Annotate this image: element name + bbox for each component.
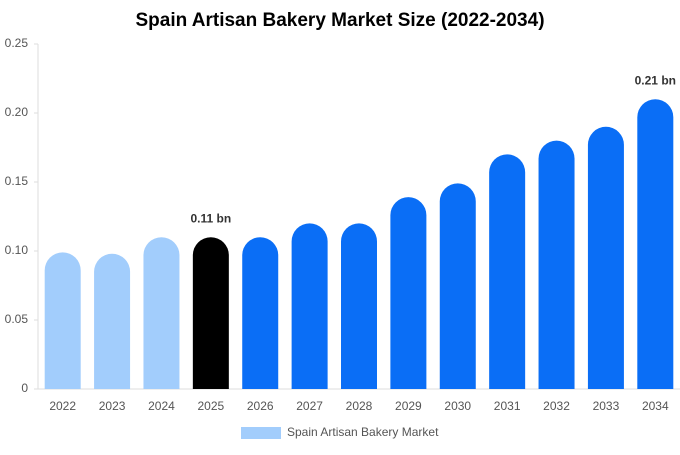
x-tick-label: 2029 xyxy=(395,399,422,413)
bar xyxy=(637,99,674,389)
bar xyxy=(44,252,81,389)
x-tick-label: 2023 xyxy=(99,399,126,413)
x-tick-label: 2033 xyxy=(593,399,620,413)
bar xyxy=(538,140,575,389)
bar xyxy=(143,237,180,389)
bar xyxy=(192,237,229,389)
x-tick-label: 2022 xyxy=(49,399,76,413)
y-tick-label: 0.25 xyxy=(5,36,29,50)
bar xyxy=(291,223,328,389)
y-tick-label: 0.15 xyxy=(5,174,29,188)
data-label: 0.11 bn xyxy=(191,211,232,225)
x-tick-label: 2027 xyxy=(296,399,323,413)
bar xyxy=(587,126,624,389)
x-tick-label: 2032 xyxy=(543,399,570,413)
y-tick-label: 0.10 xyxy=(5,243,29,257)
y-tick-label: 0.05 xyxy=(5,312,29,326)
bar xyxy=(94,253,131,389)
x-tick-label: 2034 xyxy=(642,399,669,413)
bar xyxy=(439,183,476,389)
x-tick-label: 2026 xyxy=(247,399,274,413)
x-tick-label: 2025 xyxy=(197,399,224,413)
y-tick-label: 0 xyxy=(21,381,28,395)
bar xyxy=(341,223,377,389)
x-tick-label: 2024 xyxy=(148,399,175,413)
chart-title: Spain Artisan Bakery Market Size (2022-2… xyxy=(135,10,544,31)
bar xyxy=(390,197,427,389)
legend-swatch xyxy=(241,427,281,439)
legend-label: Spain Artisan Bakery Market xyxy=(287,425,439,439)
y-tick-label: 0.20 xyxy=(5,105,29,119)
x-tick-label: 2030 xyxy=(444,399,471,413)
bar xyxy=(242,237,279,389)
x-tick-label: 2028 xyxy=(346,399,373,413)
data-label: 0.21 bn xyxy=(635,73,676,87)
x-tick-label: 2031 xyxy=(494,399,521,413)
bar xyxy=(489,154,526,389)
